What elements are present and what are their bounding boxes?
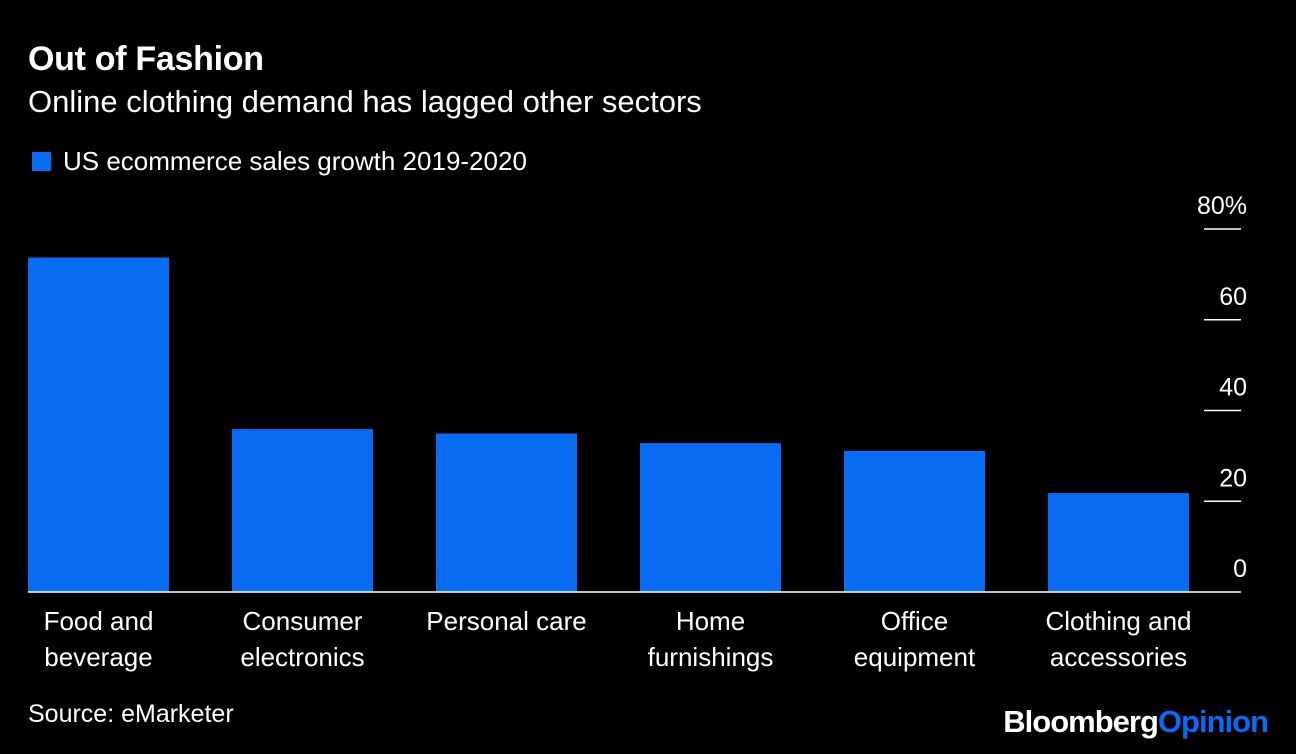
bar-0 [28,257,169,592]
y-tick-label-4: 80% [1197,192,1247,220]
brand-logo-part2: Opinion [1157,704,1269,739]
bar-4 [844,450,985,592]
bar-1 [232,429,373,592]
category-label-0: Food and beverage [44,606,154,672]
category-label-line: equipment [854,642,976,672]
category-label-line: Consumer [243,606,363,636]
y-tick-label-3: 60 [1219,283,1247,311]
legend: US ecommerce sales growth 2019-2020 [32,146,527,177]
category-label-line: Food and [44,606,154,636]
bar-5 [1048,493,1189,592]
category-label-line: Office [881,606,948,636]
legend-label: US ecommerce sales growth 2019-2020 [63,146,527,176]
category-label-4: Office equipment [854,606,976,672]
category-label-line: accessories [1050,642,1187,672]
category-label-line: Home [676,606,745,636]
category-label-1: Consumer electronics [240,606,364,672]
brand-logo: BloombergOpinion [1003,704,1269,740]
legend-swatch [32,152,51,171]
bar-2 [436,433,577,592]
y-tick-label-0: 0 [1233,555,1247,583]
category-label-line: furnishings [648,642,774,672]
y-tick-label-1: 20 [1219,464,1247,492]
category-label-5: Clothing and accessories [1046,606,1192,672]
source-note: Source: eMarketer [28,700,234,728]
y-tick-label-2: 40 [1219,374,1247,402]
category-label-line: Clothing and [1046,606,1192,636]
brand-logo-part1: Bloomberg [1003,704,1159,739]
bar-3 [640,443,781,592]
category-label-2: Personal care [426,606,586,636]
category-label-3: Home furnishings [648,606,774,672]
chart-subtitle: Online clothing demand has lagged other … [28,84,702,119]
category-label-line: beverage [44,642,152,672]
chart-title: Out of Fashion [28,40,264,78]
category-label-line: Personal care [426,606,586,636]
category-label-line: electronics [240,642,364,672]
